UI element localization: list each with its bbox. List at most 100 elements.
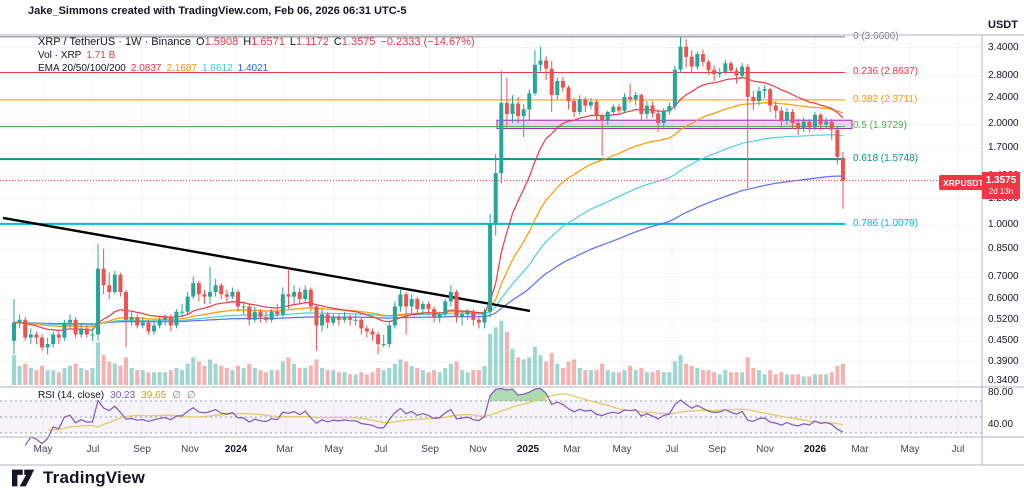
time-axis-tick: Nov <box>181 444 199 455</box>
candle-body <box>437 314 442 318</box>
candle-body <box>40 337 45 348</box>
candle-body <box>68 319 73 323</box>
volume-bar <box>678 355 683 385</box>
volume-legend-row[interactable]: Vol · XRP 1.71 B <box>38 50 115 61</box>
price-axis-tick: 0.6000 <box>988 293 1019 305</box>
rsi-legend-row[interactable]: RSI (14, close) 30.23 39.65 ∅ ∅ <box>38 390 196 401</box>
candle-body <box>286 294 291 297</box>
volume-bar <box>740 372 745 385</box>
tradingview-footer-link[interactable]: TradingView <box>12 468 145 488</box>
volume-bar <box>488 333 493 385</box>
current-price-value: 1.3575 <box>985 175 1017 187</box>
candle-body <box>101 268 106 286</box>
volume-bar <box>835 365 840 385</box>
volume-bar <box>325 370 330 385</box>
candle-body <box>824 121 829 125</box>
price-axis-tick: 80.00 <box>988 387 1014 398</box>
candle-body <box>185 296 190 312</box>
candle-body <box>768 89 773 106</box>
volume-bar <box>90 367 95 385</box>
candle-body <box>560 80 565 88</box>
candle-body <box>790 111 795 124</box>
volume-bar <box>224 367 229 385</box>
volume-bar <box>650 372 655 385</box>
volume-bar <box>252 367 257 385</box>
candle-body <box>656 113 661 124</box>
volume-bar <box>303 367 308 385</box>
volume-bar <box>163 372 168 385</box>
candle-body <box>90 334 95 336</box>
fib-level-label: 0.618 (1.5748) <box>853 153 919 165</box>
ohlc-high: H1.6571 <box>243 36 285 48</box>
volume-bar <box>40 365 45 385</box>
candle-body <box>650 105 655 114</box>
volume-bar <box>208 359 213 385</box>
candle-body <box>163 317 168 320</box>
volume-bar <box>140 370 145 385</box>
candle-body <box>482 311 487 323</box>
volume-bar <box>381 370 386 385</box>
volume-label: Vol · XRP <box>38 50 82 61</box>
volume-bar <box>588 370 593 385</box>
candle-body <box>633 95 638 100</box>
symbol-legend-row[interactable]: XRP / TetherUS · 1W · Binance O1.5908 H1… <box>38 36 475 48</box>
candle-body <box>544 60 549 69</box>
candle-body <box>465 311 470 315</box>
fib-level-label: 0.382 (2.3711) <box>853 93 918 105</box>
candle-body <box>801 121 806 129</box>
rsi-overbought-fill <box>490 388 547 401</box>
candle-body <box>157 319 162 326</box>
candle-body <box>796 123 801 129</box>
candle-body <box>140 322 145 326</box>
volume-bar <box>157 372 162 385</box>
volume-bar <box>712 372 717 385</box>
candle-body <box>521 109 526 117</box>
candle-body <box>381 344 386 346</box>
ema-line <box>14 134 844 326</box>
tradingview-brand-text: TradingView <box>43 468 146 487</box>
candle-body <box>112 274 117 292</box>
candle-body <box>639 95 644 115</box>
ema-legend-row[interactable]: EMA 20/50/100/200 2.0837 2.1687 1.8612 1… <box>38 63 268 74</box>
rsi-ma-line <box>47 393 844 431</box>
candle-body <box>605 111 610 121</box>
candle-body <box>370 331 375 335</box>
volume-bar <box>510 348 515 385</box>
time-axis-tick: 2024 <box>224 444 248 455</box>
volume-bar <box>275 370 280 385</box>
time-axis-tick: May <box>900 444 920 455</box>
candle-body <box>432 309 437 318</box>
volume-bar <box>68 365 73 385</box>
candle-body <box>129 317 134 320</box>
volume-bar <box>152 372 157 385</box>
volume-bar <box>605 370 610 385</box>
time-axis-tick: Sep <box>421 444 439 455</box>
volume-bar <box>286 357 291 385</box>
volume-bar <box>818 374 823 385</box>
time-axis-tick: Jul <box>86 444 100 455</box>
volume-bar <box>622 370 627 385</box>
candle-body <box>247 306 252 320</box>
candle-body <box>454 291 459 318</box>
symbol-title[interactable]: XRP / TetherUS · 1W · Binance <box>38 36 192 48</box>
fib-level-label: 0.786 (1.0079) <box>853 217 919 229</box>
volume-bar <box>426 372 431 385</box>
candle-body <box>493 173 498 224</box>
candle-body <box>616 106 621 111</box>
ema100-value: 1.8612 <box>202 63 233 74</box>
candle-body <box>773 105 778 111</box>
trendline <box>2 216 531 313</box>
volume-bar <box>420 370 425 385</box>
candle-body <box>152 325 157 332</box>
volume-bar <box>801 376 806 385</box>
time-axis-tick: Jul <box>951 444 965 455</box>
time-axis-tick: Sep <box>708 444 726 455</box>
price-axis-tick: 3.4000 <box>988 41 1019 53</box>
volume-bar <box>437 372 442 385</box>
candle-body <box>706 61 711 71</box>
volume-bar <box>129 367 134 385</box>
volume-bar <box>168 370 173 385</box>
candle-body <box>17 319 22 323</box>
price-axis-tick: 0.3900 <box>988 355 1019 367</box>
